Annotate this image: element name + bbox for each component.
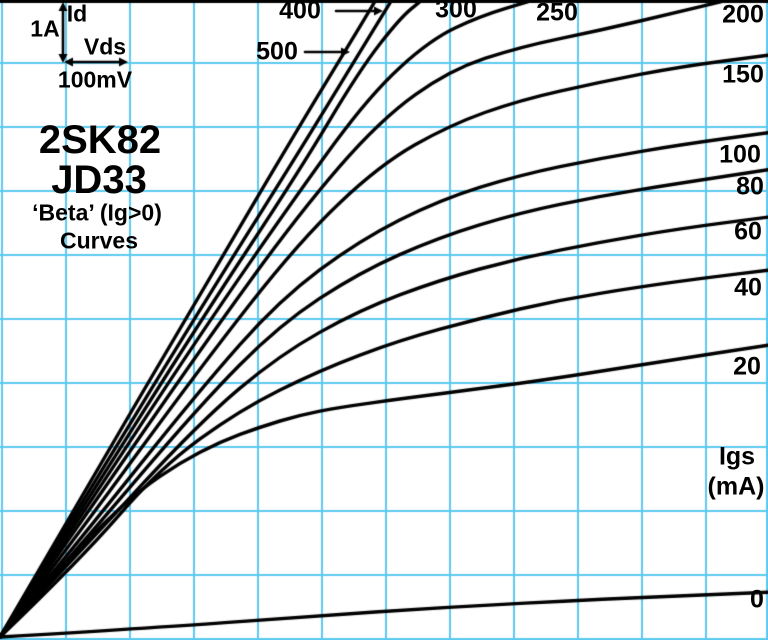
curve-label-500: 500 — [256, 37, 298, 66]
curve-label-60: 60 — [734, 217, 762, 246]
id-axis-label: Id — [66, 0, 88, 27]
series-parameter-name: Igs — [718, 442, 756, 471]
curve-label-80: 80 — [736, 172, 764, 201]
curve-label-400: 400 — [279, 0, 321, 25]
curve-label-0: 0 — [750, 585, 764, 614]
curve-label-300: 300 — [435, 0, 477, 24]
curve-label-40: 40 — [734, 273, 762, 302]
curve-label-250: 250 — [536, 0, 578, 27]
id-scale-value: 1A — [30, 15, 60, 42]
device-title: 2SK82 — [38, 118, 162, 162]
device-subtitle: JD33 — [51, 158, 147, 202]
series-parameter-unit: (mA) — [707, 472, 765, 501]
vds-scale-value: 100mV — [57, 66, 133, 93]
chart-type-label-2: Curves — [60, 227, 138, 254]
curve-label-150: 150 — [722, 60, 764, 89]
vds-axis-label: Vds — [83, 33, 127, 60]
chart-type-label: ‘Beta’ (Ig>0) — [32, 199, 162, 226]
curve-label-100: 100 — [719, 140, 761, 169]
curve-label-20: 20 — [733, 352, 761, 381]
curve-label-200: 200 — [722, 0, 764, 29]
